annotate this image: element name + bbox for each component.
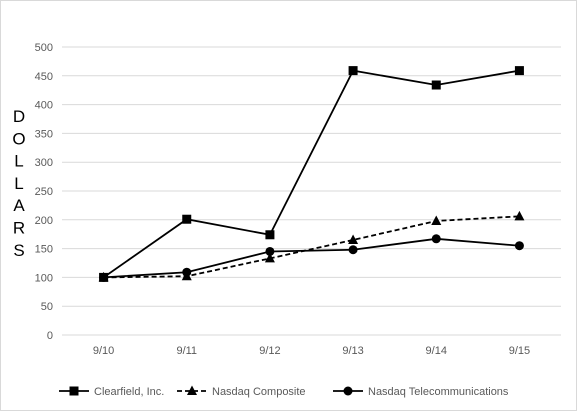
- y-tick-label: 300: [35, 157, 53, 169]
- series-line: [103, 215, 520, 279]
- series-line: [103, 237, 520, 279]
- y-axis-label-letter: R: [13, 219, 25, 238]
- y-tick-label: 100: [35, 272, 53, 284]
- square-marker: [514, 66, 524, 76]
- y-tick-label: 200: [35, 215, 53, 227]
- grid-lines: [62, 46, 561, 336]
- series-triangle: [98, 210, 525, 282]
- x-tick-label: 9/12: [259, 345, 280, 357]
- y-tick-label: 150: [35, 244, 53, 256]
- triangle-marker: [431, 215, 442, 225]
- y-axis-label-letter: L: [14, 152, 23, 171]
- x-tick-label: 9/11: [176, 345, 197, 357]
- x-tick-label: 9/13: [342, 345, 363, 357]
- series-line: [103, 69, 520, 279]
- y-tick-label: 500: [35, 42, 53, 54]
- square-marker: [99, 272, 109, 282]
- square-marker: [182, 214, 192, 224]
- legend-label: Nasdaq Telecommunications: [368, 386, 509, 398]
- legend-circle-marker: [343, 386, 353, 396]
- y-tick-label: 250: [35, 186, 53, 198]
- y-tick-label: 350: [35, 128, 53, 140]
- y-tick-label: 50: [41, 301, 53, 313]
- circle-marker: [348, 245, 358, 255]
- triangle-marker: [348, 234, 359, 244]
- x-tick-label: 9/15: [509, 345, 530, 357]
- x-tick-label: 9/10: [93, 345, 114, 357]
- legend-label: Clearfield, Inc.: [94, 386, 164, 398]
- y-axis-label-letter: L: [14, 174, 23, 193]
- legend-square-marker: [69, 386, 79, 396]
- x-tick-labels: 9/10 9/11 9/12 9/13 9/14 9/15: [93, 345, 530, 357]
- x-tick-label: 9/14: [426, 345, 447, 357]
- y-axis-label-letter: D: [13, 107, 25, 126]
- y-tick-labels: 0 50 100 150 200 250 300 350 400 450 500: [35, 42, 53, 342]
- y-axis-label-letter: O: [12, 129, 25, 148]
- y-tick-label: 450: [35, 71, 53, 83]
- legend-triangle-marker: [187, 385, 197, 395]
- square-marker: [348, 66, 358, 76]
- square-marker: [431, 80, 441, 90]
- legend-label: Nasdaq Composite: [212, 386, 306, 398]
- series-circle: [99, 234, 524, 282]
- legend-item: Nasdaq Composite: [177, 385, 306, 398]
- series-square: [99, 66, 524, 282]
- y-axis-label-letter: S: [13, 241, 24, 260]
- circle-marker: [265, 246, 275, 256]
- legend-item: Nasdaq Telecommunications: [333, 386, 509, 398]
- legend: Clearfield, Inc. Nasdaq Composite Nasdaq T…: [59, 385, 509, 398]
- circle-marker: [514, 241, 524, 251]
- series-group: [98, 66, 525, 282]
- triangle-marker: [514, 210, 525, 221]
- square-marker: [265, 230, 275, 240]
- y-tick-label: 400: [35, 100, 53, 112]
- y-tick-label: 0: [47, 330, 53, 342]
- triangle-marker: [181, 270, 192, 281]
- triangle-marker: [264, 252, 275, 263]
- circle-marker: [431, 234, 441, 244]
- y-axis-label-letter: A: [13, 196, 25, 215]
- legend-item: Clearfield, Inc.: [59, 386, 164, 398]
